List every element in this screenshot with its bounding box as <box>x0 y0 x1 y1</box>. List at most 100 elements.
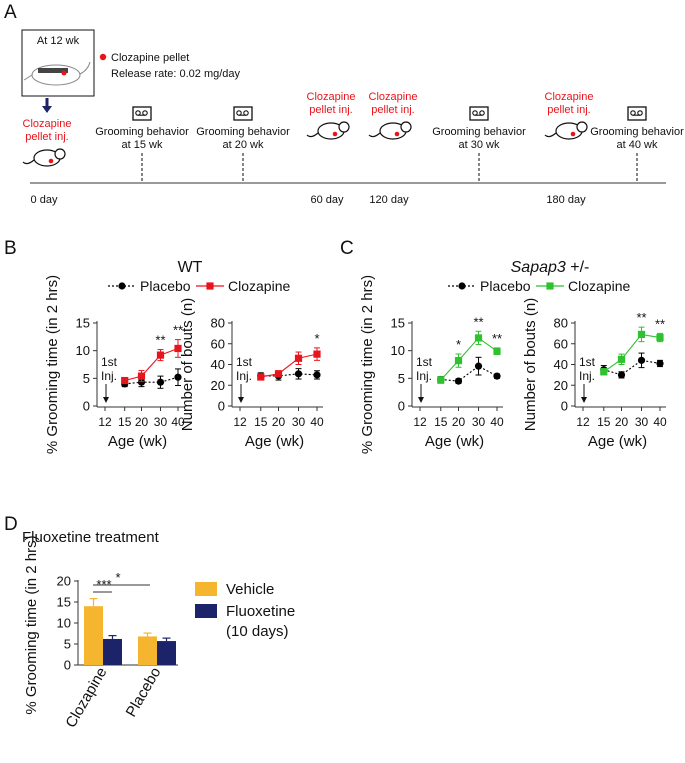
day-label: 120 day <box>369 194 409 206</box>
legend-label: Placebo <box>480 278 531 294</box>
y-tick-label: 5 <box>83 371 90 386</box>
series-line <box>124 347 179 382</box>
injection-label-line2: pellet inj. <box>371 104 414 116</box>
down-arrow-icon <box>103 397 109 403</box>
significance-marker: ** <box>655 316 665 331</box>
y-tick-label: 0 <box>83 399 90 414</box>
line-chart-c2: 0 20 40 60 80 12 15 20 30 40 Age (wk) Number of bou… <box>522 298 667 450</box>
line-chart-b2: 0 20 40 60 80 12 15 20 30 40 Age (wk) Number of bou… <box>179 298 324 450</box>
annotation-line2: Inj. <box>579 369 595 383</box>
bar <box>138 636 157 665</box>
x-tick-label: 12 <box>98 415 112 429</box>
y-tick-label: 20 <box>211 378 225 393</box>
y-tick-label: 15 <box>391 316 405 331</box>
video-camera-icon <box>627 106 647 121</box>
y-tick-label: 10 <box>391 343 405 358</box>
y-tick-label: 60 <box>211 336 225 351</box>
y-tick-label: 40 <box>211 357 225 372</box>
placebo-point <box>458 282 466 290</box>
y-tick-label: 5 <box>64 637 71 652</box>
x-tick-label: 15 <box>254 415 268 429</box>
video-camera-icon <box>233 106 253 121</box>
mouse-icon <box>544 121 588 140</box>
x-tick-label: 40 <box>310 415 324 429</box>
video-camera-icon <box>469 106 489 121</box>
chart-title-rest: +/- <box>566 259 590 276</box>
x-tick-label: 30 <box>472 415 486 429</box>
panel-letter-c: C <box>340 238 354 259</box>
x-tick-label: 30 <box>292 415 306 429</box>
category-label: Clozapine <box>62 665 110 731</box>
placebo-point <box>493 372 501 380</box>
y-tick-label: 0 <box>64 658 71 673</box>
x-axis-label: Age (wk) <box>245 433 304 450</box>
x-tick-label: 20 <box>135 415 149 429</box>
y-tick-label: 20 <box>554 378 568 393</box>
annotation-line2: Inj. <box>416 369 432 383</box>
clozapine-point <box>174 344 182 353</box>
chart-legend: Placebo Clozapine <box>448 278 630 294</box>
clozapine-point <box>656 333 664 342</box>
series-line <box>440 365 498 382</box>
x-tick-label: 40 <box>171 415 185 429</box>
legend-swatch <box>195 604 217 618</box>
placebo-point <box>174 373 182 381</box>
recording-label-line2: at 40 wk <box>617 139 658 151</box>
series-placebo <box>600 352 664 379</box>
series-line <box>603 359 661 376</box>
x-axis-label: Age (wk) <box>588 433 647 450</box>
significance-marker: ** <box>155 333 165 348</box>
y-tick-label: 60 <box>554 336 568 351</box>
x-tick-label: 15 <box>597 415 611 429</box>
clozapine-point <box>137 372 146 380</box>
legend-dot-label: Clozapine pellet <box>111 52 189 64</box>
chart-title-italic: Sapap3 <box>511 259 566 276</box>
mouse-icon <box>22 148 66 167</box>
significance-marker: * <box>115 570 120 585</box>
placebo-point <box>118 282 126 290</box>
clozapine-point <box>617 355 626 363</box>
release-rate: Release rate: 0.02 mg/day <box>111 68 241 80</box>
series-line <box>124 376 179 385</box>
x-tick-label: 20 <box>272 415 286 429</box>
clozapine-point <box>454 357 463 365</box>
placebo-point <box>156 378 165 386</box>
y-tick-label: 15 <box>57 595 71 610</box>
clozapine-point <box>274 370 283 378</box>
bar <box>84 606 103 665</box>
y-axis-label: % Grooming time (in 2 hrs) <box>23 535 40 714</box>
annotation-line1: 1st <box>416 355 433 369</box>
injection-label-line2: pellet inj. <box>547 104 590 116</box>
legend-label-line2: (10 days) <box>226 623 289 640</box>
x-tick-label: 12 <box>413 415 427 429</box>
series-clozapine <box>600 326 664 376</box>
clozapine-point <box>121 376 129 385</box>
day-label: 0 day <box>31 194 58 206</box>
inset-label: At 12 wk <box>37 35 80 47</box>
injection-label-line2: pellet inj. <box>25 131 68 143</box>
y-tick-label: 10 <box>57 616 71 631</box>
y-tick-label: 80 <box>211 316 225 331</box>
clozapine-point <box>600 368 608 376</box>
significance-marker: ** <box>173 323 183 338</box>
clozapine-point <box>156 351 165 359</box>
bar <box>103 638 122 665</box>
down-arrow-icon <box>581 397 587 403</box>
timeline-panel: At 12 wk Clozapine pellet Release rate: … <box>21 29 684 206</box>
clozapine-point <box>257 373 265 381</box>
x-axis-label: Age (wk) <box>108 433 167 450</box>
series-clozapine <box>437 330 501 384</box>
chart-title: WT <box>178 259 203 276</box>
video-camera-icon <box>132 106 152 121</box>
x-tick-label: 40 <box>653 415 667 429</box>
y-axis-label: Number of bouts (n) <box>522 298 539 431</box>
series-clozapine <box>257 347 321 381</box>
down-arrow-icon <box>418 397 424 403</box>
day-label: 180 day <box>546 194 586 206</box>
y-tick-label: 10 <box>76 343 90 358</box>
mouse-icon <box>368 121 412 140</box>
y-tick-label: 5 <box>398 371 405 386</box>
legend-label: Placebo <box>140 278 191 294</box>
series-line <box>603 333 661 373</box>
series-placebo <box>257 368 321 381</box>
